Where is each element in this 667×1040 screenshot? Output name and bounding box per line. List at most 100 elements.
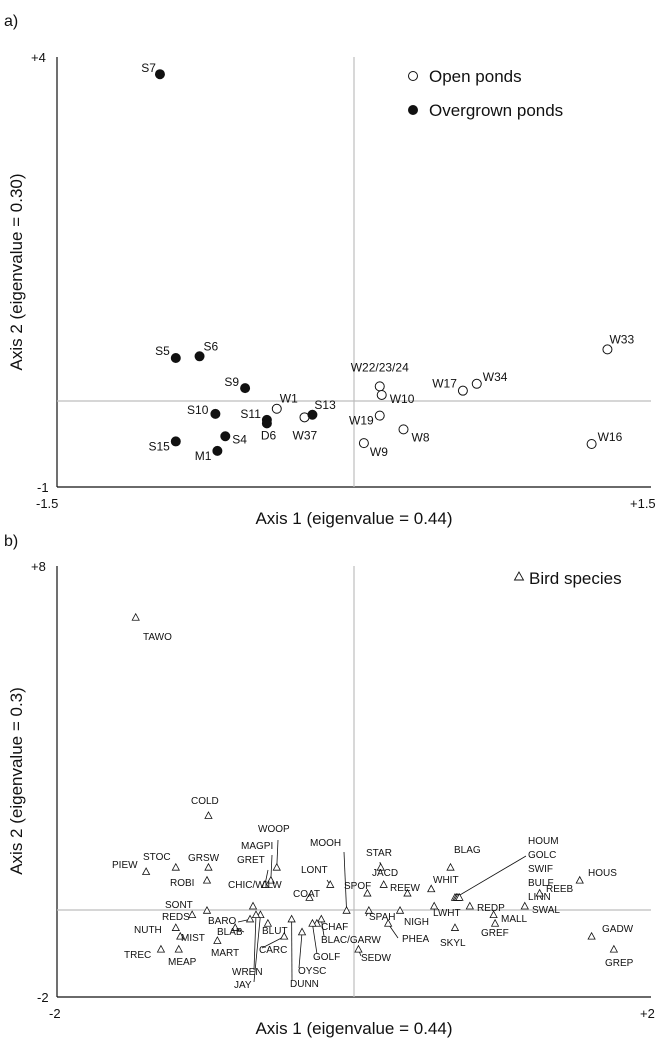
species-label-star: STAR xyxy=(366,848,392,859)
species-redp: REDP xyxy=(465,901,505,914)
species-marker-nuth xyxy=(171,923,180,931)
site-w17: W17 xyxy=(432,377,468,396)
species-blab: BLAB xyxy=(217,923,243,938)
site-label-s5: S5 xyxy=(155,344,170,358)
panel-b-ytick-top: +8 xyxy=(31,559,46,574)
species-golf: GOLF xyxy=(308,918,340,963)
site-w33: W33 xyxy=(602,332,634,355)
panel-b-points: TAWO COLD PIEW STOC GRSW ROBI WOOP MAGPI GRET MOO… xyxy=(112,612,634,991)
species-carc: CARC xyxy=(259,931,289,956)
species-phea: PHEA xyxy=(383,918,430,945)
species-label-golc: GOLC xyxy=(528,850,556,861)
site-w9: W9 xyxy=(358,438,388,459)
species-marker-baro xyxy=(245,914,255,923)
species-marker-mart xyxy=(213,936,222,944)
panel-a-legend: Open ponds Overgrown ponds xyxy=(408,67,563,120)
species-label-carc: CARC xyxy=(259,945,287,956)
species-marker-lwht xyxy=(430,901,439,910)
panel-a-points: W33 W16 W34 W17 W22/23/24 W10 W19 W8 W9 W37 W1 S7 S5… xyxy=(141,61,634,463)
species-marker-oysc xyxy=(297,927,307,936)
species-label-blac-garw: BLAC/GARW xyxy=(321,935,381,946)
species-marker-sont xyxy=(202,905,212,914)
species-marker-swal xyxy=(520,901,529,910)
site-label-s9: S9 xyxy=(224,375,239,389)
site-label-s13: S13 xyxy=(314,398,336,412)
site-marker-m1 xyxy=(212,445,223,456)
species-marker-blut xyxy=(263,918,273,927)
species-coat: COAT xyxy=(293,889,320,901)
species-label-woop: WOOP xyxy=(258,824,290,835)
species-gref: GREF xyxy=(481,918,509,939)
site-label-w17: W17 xyxy=(432,377,457,391)
leader-line-jay xyxy=(253,915,261,983)
leader-line-golf xyxy=(312,923,318,955)
species-marker-spah xyxy=(364,905,374,914)
species-linn: LINN xyxy=(455,892,551,903)
site-w1: W1 xyxy=(271,392,298,414)
site-marker-w22-23-24 xyxy=(374,381,385,392)
species-marker-whit xyxy=(427,884,436,893)
species-label-stoc: STOC xyxy=(143,852,171,863)
species-mall: MALL xyxy=(489,910,528,925)
species-label-jacd: JACD xyxy=(372,868,398,879)
species-marker-reds xyxy=(187,910,197,919)
panel-a-ytick-top: +4 xyxy=(31,50,46,65)
site-s15: S15 xyxy=(148,436,181,453)
species-marker-woop xyxy=(272,862,281,871)
species-blac-garw: BLAC/GARW xyxy=(317,914,381,946)
site-marker-s9 xyxy=(240,383,251,394)
leader-line-wren xyxy=(253,915,257,971)
species-label-piew: PIEW xyxy=(112,860,138,871)
panel-a-x-axis-title: Axis 1 (eigenvalue = 0.44) xyxy=(255,509,452,528)
species-jacd: JACD xyxy=(372,868,398,888)
site-s6: S6 xyxy=(194,339,219,362)
species-label-redp: REDP xyxy=(477,903,505,914)
site-w8: W8 xyxy=(398,424,430,444)
site-marker-w34 xyxy=(471,378,482,389)
leader-line-oysc xyxy=(298,932,303,969)
species-marker-mooh xyxy=(342,905,351,914)
species-label-meap: MEAP xyxy=(168,957,197,968)
species-label-nuth: NUTH xyxy=(134,925,162,936)
species-marker-nigh xyxy=(395,905,405,914)
site-w34: W34 xyxy=(471,370,508,389)
species-marker-blab xyxy=(231,923,240,931)
species-marker-redp xyxy=(465,901,474,910)
species-label-grsw: GRSW xyxy=(188,853,220,864)
species-marker-linn xyxy=(455,893,464,901)
species-woop: WOOP xyxy=(258,824,290,871)
legend-filled-circle-marker xyxy=(408,105,418,115)
species-label-bulf: BULF xyxy=(528,878,554,889)
species-label-reeb: REEB xyxy=(546,884,574,895)
species-whit: WHIT xyxy=(427,875,459,893)
site-label-w8: W8 xyxy=(412,430,430,444)
species-marker-reew xyxy=(403,888,412,897)
species-label-mooh: MOOH xyxy=(310,838,341,849)
panel-b-xtick-left: -2 xyxy=(49,1006,61,1021)
legend-triangle-marker xyxy=(513,571,525,581)
species-hous: HOUS xyxy=(575,868,617,884)
species-skyl: SKYL xyxy=(440,923,466,949)
species-sedw: SEDW xyxy=(354,944,392,964)
species-nuth: NUTH xyxy=(134,923,180,936)
species-nigh: NIGH xyxy=(395,905,429,928)
species-label-magpi: MAGPI xyxy=(241,841,273,852)
species-label-oysc: OYSC xyxy=(298,966,326,977)
site-s7: S7 xyxy=(141,61,165,80)
species-label-sont: SONT xyxy=(165,900,193,911)
species-marker-carc xyxy=(280,931,289,940)
legend-overgrown-ponds: Overgrown ponds xyxy=(429,101,563,120)
species-label-trec: TREC xyxy=(124,950,151,961)
species-label-coat: COAT xyxy=(293,889,320,900)
species-lont: LONT xyxy=(301,865,335,888)
leader-line-mooh xyxy=(343,851,347,911)
species-reds: REDS xyxy=(162,910,197,923)
species-marker-dunn xyxy=(287,914,296,923)
species-marker-coat xyxy=(305,893,314,901)
species-marker-grsw xyxy=(204,862,213,871)
panel-b-x-axis-title: Axis 1 (eigenvalue = 0.44) xyxy=(255,1019,452,1038)
species-label-hous: HOUS xyxy=(588,868,617,879)
species-label-mist: MIST xyxy=(181,933,205,944)
species-trec: TREC xyxy=(124,944,166,961)
species-label-mall: MALL xyxy=(501,914,528,925)
